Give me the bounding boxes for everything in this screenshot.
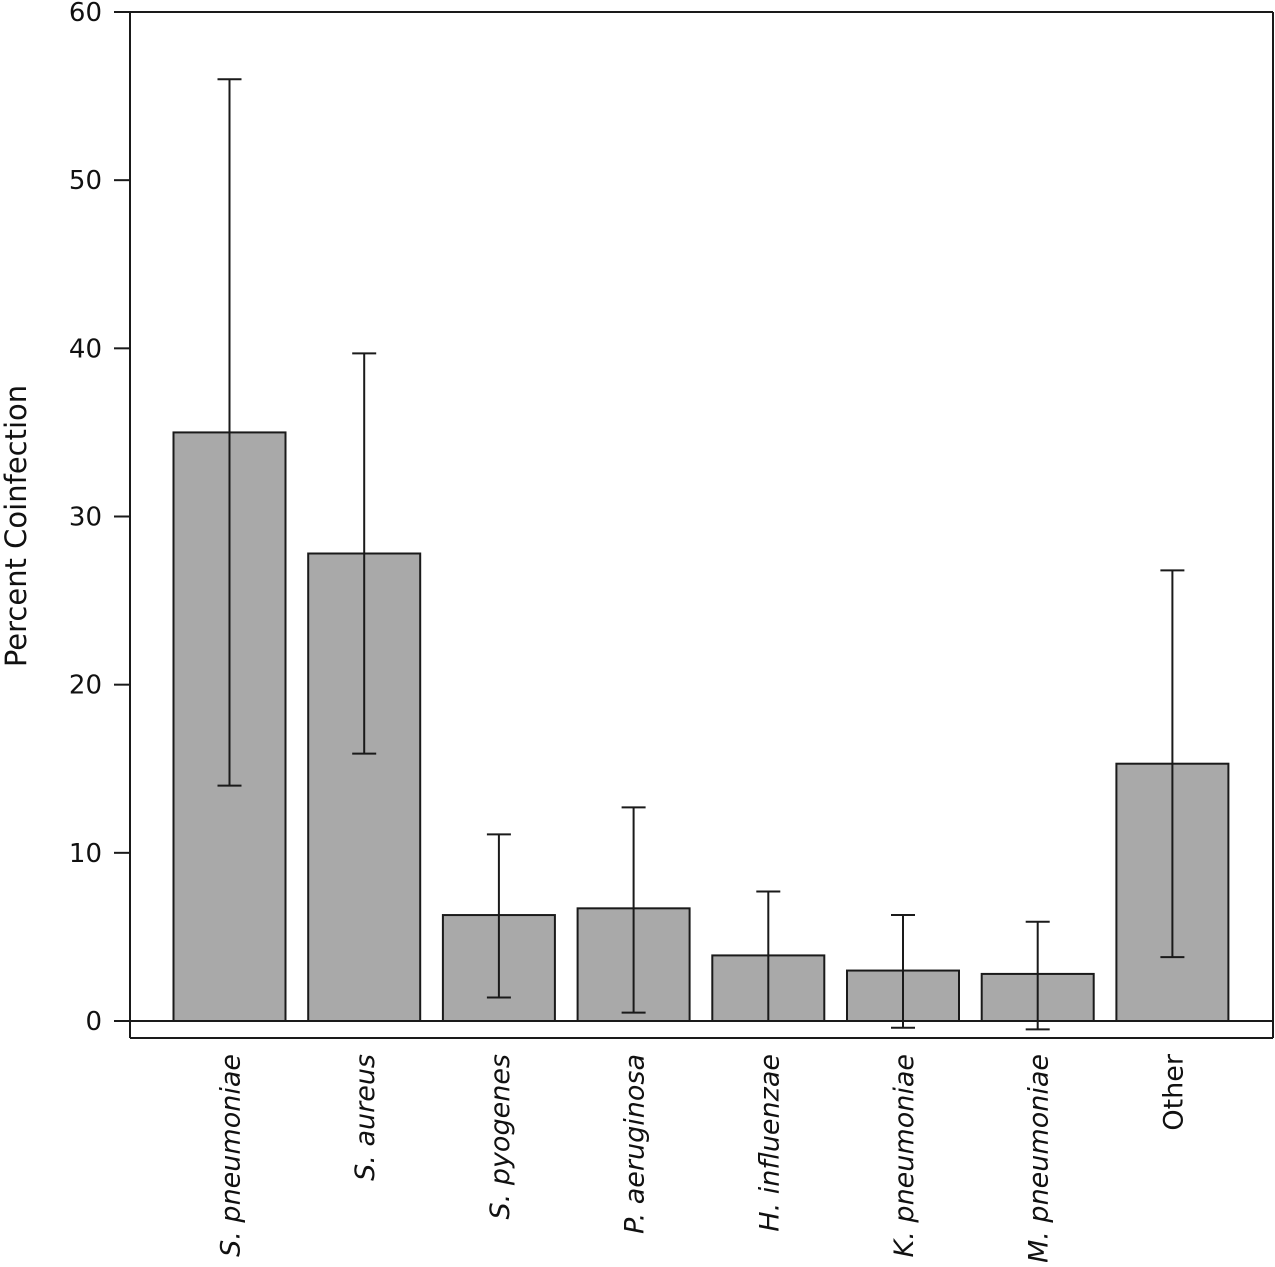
y-axis: 0 10 20 30 40 50 60	[69, 0, 131, 1038]
bars	[172, 431, 1230, 1023]
y-tick-label-40: 40	[69, 334, 102, 364]
x-category-label-3: S. pyogenes	[485, 1054, 516, 1219]
y-tick-label-10: 10	[69, 839, 102, 869]
x-category-label-4: P. aeruginosa	[620, 1054, 651, 1234]
y-tick-label-0: 0	[85, 1007, 102, 1037]
x-axis: S. pneumoniae S. aureus S. pyogenes P. aeru…	[216, 1053, 1190, 1263]
x-category-label-8: Other	[1158, 1053, 1189, 1131]
y-tick-label-50: 50	[69, 166, 102, 196]
y-tick-label-30: 30	[69, 503, 102, 533]
y-axis-title: Percent Coinfection	[0, 385, 33, 667]
error-bars	[217, 78, 1185, 1031]
x-category-label-5: H. influenzae	[754, 1054, 785, 1232]
plot-frame	[130, 11, 1274, 1039]
x-category-label-7: M. pneumoniae	[1024, 1054, 1055, 1262]
y-tick-label-60: 60	[69, 0, 102, 28]
y-tick-label-20: 20	[69, 671, 102, 701]
x-category-label-1: S. pneumoniae	[216, 1054, 247, 1257]
x-category-label-6: K. pneumoniae	[889, 1054, 920, 1257]
x-category-label-2: S. aureus	[350, 1054, 381, 1181]
